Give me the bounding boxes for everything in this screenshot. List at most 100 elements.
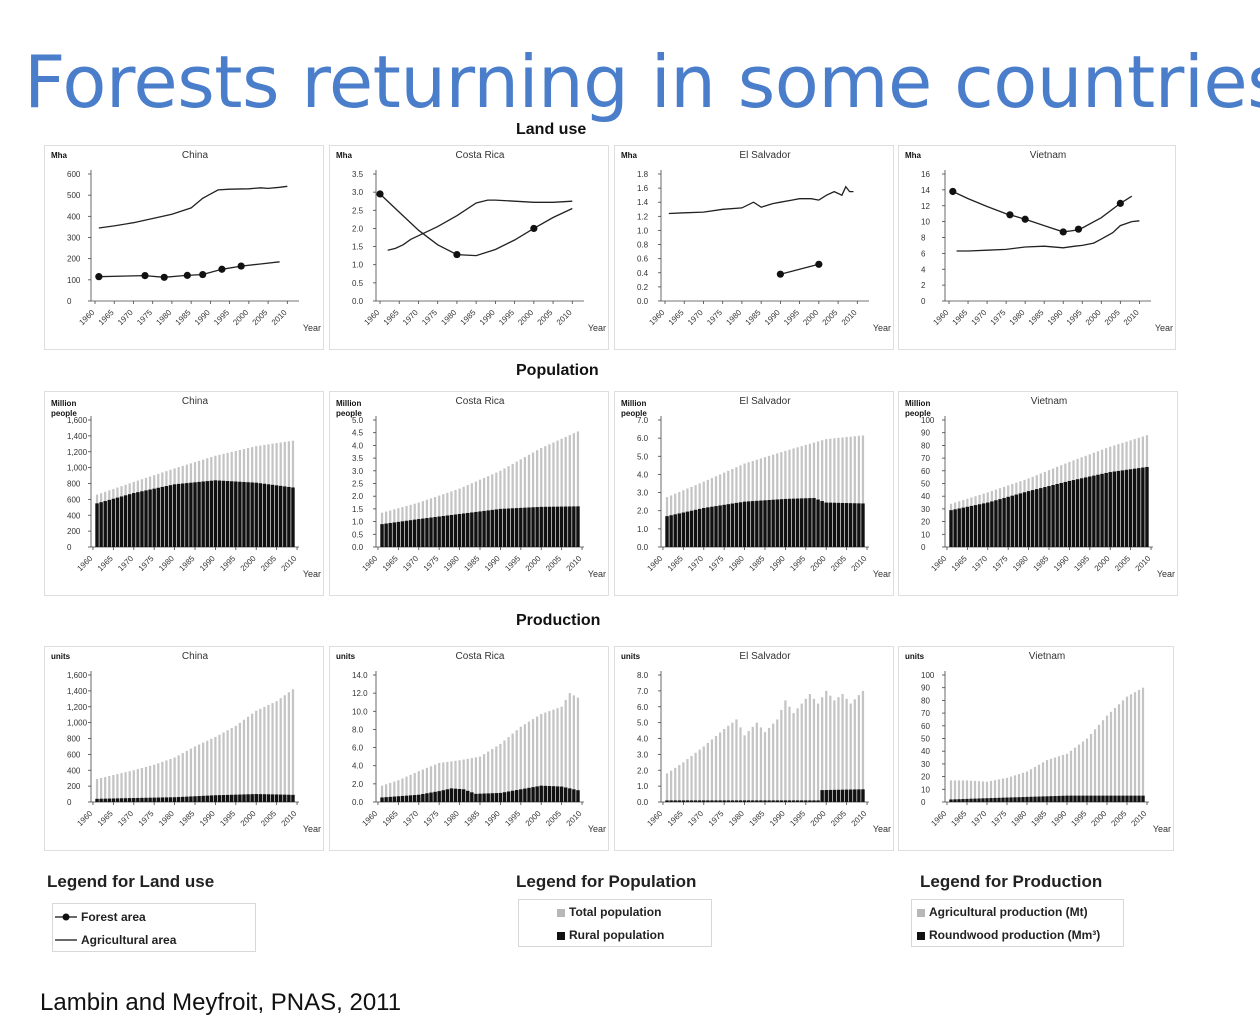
bar-dark	[274, 794, 279, 802]
bar-dark	[961, 507, 966, 547]
bar-light	[957, 780, 961, 802]
bar-light	[556, 440, 559, 547]
x-tick-label: 1965	[381, 554, 400, 573]
x-tick-label: 1965	[950, 554, 969, 573]
bar-dark	[742, 501, 747, 547]
y-tick-label: 14.0	[352, 671, 368, 680]
agricultural-production-swatch-icon	[917, 908, 925, 917]
y-tick-label: 200	[67, 527, 81, 536]
y-tick-label: 40	[921, 747, 930, 756]
bar-dark	[808, 800, 812, 802]
bar-light	[255, 710, 258, 802]
bar-light	[283, 695, 286, 802]
x-tick-label: 1975	[989, 308, 1008, 327]
bar-dark	[681, 512, 686, 547]
bar-dark	[759, 500, 763, 547]
bar-dark	[437, 516, 441, 547]
bar-dark	[152, 488, 156, 547]
bar-dark	[763, 800, 767, 802]
x-tick-label: 1970	[686, 308, 705, 327]
bar-dark	[1026, 491, 1031, 547]
chart-unit-label: units	[905, 652, 925, 661]
bar-dark	[160, 797, 165, 802]
bar-dark	[95, 798, 99, 802]
legend-label: Agricultural area	[81, 933, 177, 947]
bar-light	[413, 772, 416, 802]
y-tick-label: 600	[67, 495, 81, 504]
bar-light	[1105, 715, 1109, 802]
bar-light	[1053, 757, 1057, 802]
bar-light	[169, 758, 172, 802]
bar-light	[949, 780, 953, 802]
bar-dark	[775, 800, 779, 802]
bar-dark	[283, 486, 287, 547]
forest-area-point	[1116, 199, 1124, 207]
bar-light	[544, 712, 547, 802]
bar-dark	[665, 516, 669, 547]
bar-light	[833, 700, 836, 802]
x-axis-label: Year	[303, 569, 321, 579]
bar-light	[965, 780, 969, 802]
bar-dark	[779, 499, 784, 547]
y-tick-label: 7.0	[637, 416, 649, 425]
bar-light	[173, 757, 176, 802]
bar-dark	[519, 789, 523, 802]
bar-light	[389, 782, 392, 802]
bar-dark	[181, 796, 185, 802]
bar-dark	[840, 789, 845, 802]
y-tick-label: 3.5	[352, 170, 364, 179]
y-tick-label: 1.0	[637, 782, 649, 791]
bar-dark	[853, 503, 857, 547]
bar-dark	[824, 790, 828, 802]
chart-svg: China units 0 200 400 600 800 1,000 1,200 1,400 1,…	[51, 651, 321, 834]
chart-country-label: El Salvador	[739, 150, 791, 161]
bar-light	[788, 706, 791, 802]
x-axis-label: Year	[1153, 824, 1171, 834]
bar-dark	[470, 792, 474, 802]
y-tick-label: 0.5	[352, 279, 364, 288]
bar-dark	[429, 792, 433, 802]
x-tick-label: 1985	[174, 308, 193, 327]
bar-dark	[144, 797, 148, 802]
bar-dark	[107, 499, 112, 547]
x-tick-label: 1960	[75, 554, 94, 573]
chart-country-label: China	[182, 651, 209, 662]
bar-light	[421, 769, 424, 802]
x-tick-label: 1990	[198, 554, 217, 573]
bar-light	[780, 709, 783, 802]
bar-light	[536, 716, 539, 802]
bar-light	[193, 746, 197, 802]
bar-light	[474, 757, 478, 802]
bar-dark	[816, 800, 820, 802]
bar-dark	[1088, 476, 1092, 547]
bar-dark	[824, 502, 828, 547]
bar-dark	[388, 523, 392, 547]
bar-dark	[689, 510, 694, 547]
bar-dark	[1029, 796, 1033, 802]
bar-light	[572, 433, 575, 547]
bar-dark	[1109, 795, 1113, 802]
bar-light	[1045, 760, 1049, 802]
bar-dark	[238, 481, 242, 547]
bar-light	[1057, 756, 1061, 802]
y-tick-label: 2	[921, 281, 926, 290]
unit-line: Million	[905, 399, 930, 408]
x-tick-label: 1990	[478, 308, 497, 327]
bar-light	[1005, 777, 1009, 802]
bar-dark	[576, 790, 580, 802]
y-tick-label: 0	[921, 297, 926, 306]
bar-dark	[746, 501, 751, 547]
bar-dark	[156, 487, 160, 547]
x-tick-label: 1960	[931, 308, 950, 327]
bar-dark	[494, 793, 499, 802]
bar-light	[536, 450, 539, 547]
chart-country-label: Costa Rica	[456, 651, 505, 662]
bar-dark	[123, 495, 128, 547]
bar-dark	[1073, 795, 1077, 802]
bar-light	[544, 446, 547, 547]
bar-light	[825, 690, 828, 802]
bar-light	[989, 780, 993, 802]
bar-dark	[412, 519, 417, 547]
chart-country-label: Vietnam	[1030, 150, 1067, 161]
bar-light	[1097, 724, 1101, 802]
